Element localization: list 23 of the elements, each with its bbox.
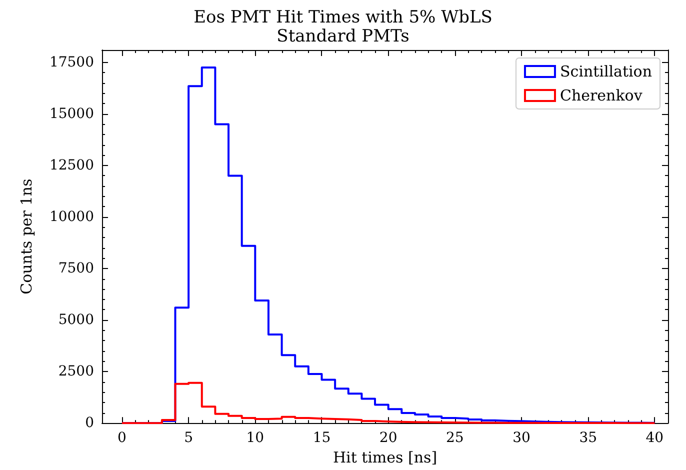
x-tick-label: 15: [312, 430, 331, 446]
x-tick-label: 30: [512, 430, 530, 446]
y-tick-label: 10000: [49, 208, 94, 225]
y-tick-label: 17500: [49, 54, 94, 70]
x-tick-label: 5: [184, 430, 194, 446]
x-tick-label: 25: [446, 430, 464, 446]
x-tick-label: 20: [379, 430, 398, 446]
chart-title: Eos PMT Hit Times with 5% WbLS: [194, 8, 492, 28]
x-tick-label: 10: [246, 430, 264, 446]
x-tick-label: 0: [118, 430, 126, 446]
x-tick-label: 35: [579, 430, 598, 446]
y-tick-label: 7500: [58, 260, 94, 276]
y-tick-label: 12500: [49, 157, 94, 174]
legend-label: Cherenkov: [560, 86, 643, 104]
chart-subtitle: Standard PMTs: [276, 26, 410, 46]
legend-label: Scintillation: [560, 62, 652, 80]
y-tick-label: 5000: [58, 312, 94, 328]
y-tick-label: 15000: [49, 106, 94, 122]
y-axis-title: Counts per 1ns: [18, 178, 36, 294]
y-tick-label: 2500: [58, 364, 94, 380]
y-tick-label: 0: [85, 415, 94, 432]
x-tick-label: 40: [646, 430, 664, 446]
x-axis-title: Hit times [ns]: [332, 448, 438, 466]
